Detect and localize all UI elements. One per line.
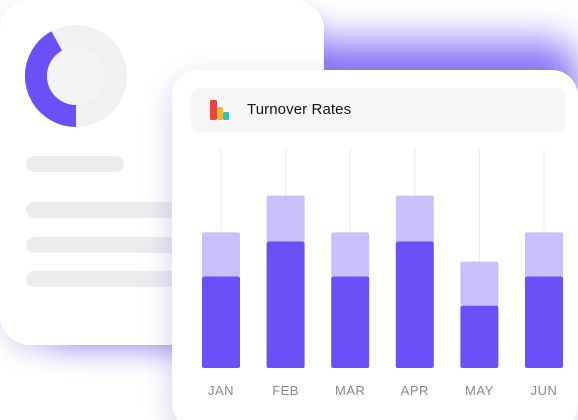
bar-segment-lower xyxy=(331,276,369,368)
bar-segment-lower xyxy=(202,276,240,368)
bar-segment-lower xyxy=(396,242,434,369)
bar-segment-upper xyxy=(331,232,369,276)
bar-segment-upper xyxy=(267,196,305,242)
x-tick-label: MAY xyxy=(465,383,494,398)
placeholder-line xyxy=(26,156,124,172)
bar-segment-lower xyxy=(267,242,305,369)
x-tick-label: JAN xyxy=(208,383,234,398)
chart-header: Turnover Rates xyxy=(190,88,566,132)
x-tick-label: MAR xyxy=(335,383,365,398)
bar-segment-upper xyxy=(525,232,563,276)
x-tick-label: FEB xyxy=(272,383,299,398)
bar-segment-upper xyxy=(202,232,240,276)
bar-segment-lower xyxy=(525,276,563,368)
placeholder-line xyxy=(26,237,186,253)
x-tick-label: APR xyxy=(401,383,429,398)
placeholder-line xyxy=(26,202,186,218)
bar-chart-icon xyxy=(208,98,232,122)
bar-segment-lower xyxy=(460,306,498,368)
x-tick-label: JUN xyxy=(531,383,558,398)
donut-chart-icon xyxy=(22,22,130,130)
chart-title: Turnover Rates xyxy=(247,88,351,132)
bar-segment-upper xyxy=(460,262,498,306)
bar-segment-upper xyxy=(396,196,434,242)
placeholder-line xyxy=(26,271,186,287)
chart-card: JAN FEB MAR APR MAY JUN Turnover Rates xyxy=(172,70,578,420)
